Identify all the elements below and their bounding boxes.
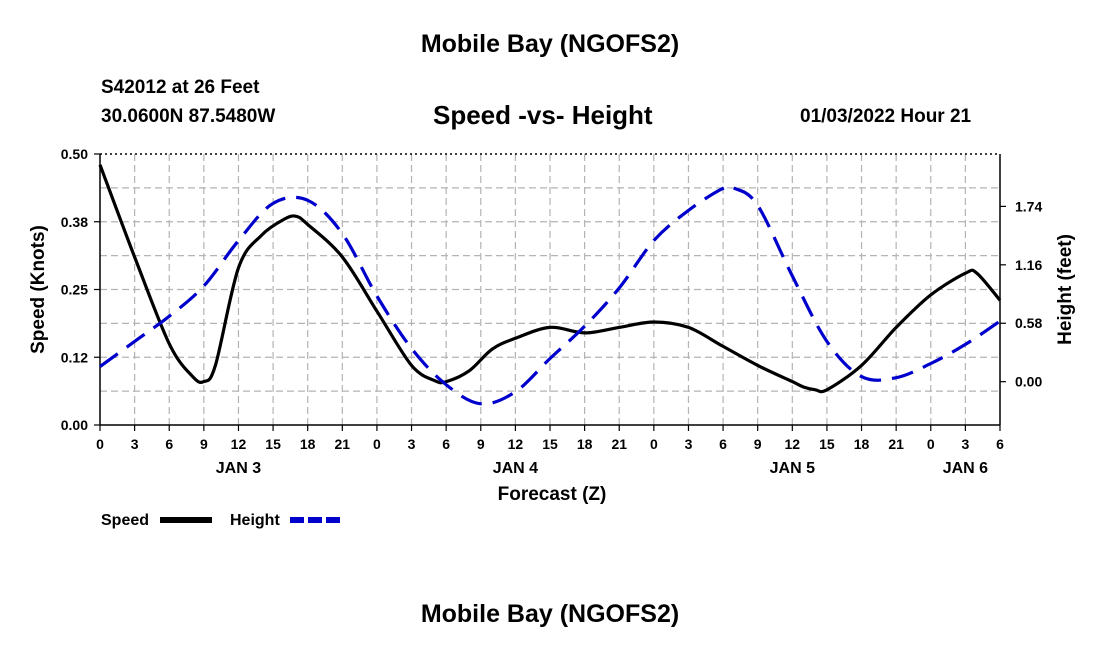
- y-left-tick-label: 0.38: [61, 214, 88, 230]
- x-tick-label: 0: [650, 436, 658, 452]
- x-tick-label: 15: [819, 436, 835, 452]
- y-left-tick-label: 0.25: [61, 282, 88, 298]
- chart-title: Speed -vs- Height: [433, 100, 653, 130]
- day-label: JAN 6: [943, 460, 988, 477]
- station-label: S42012 at 26 Feet: [101, 77, 260, 98]
- day-label: JAN 5: [770, 460, 815, 477]
- x-tick-label: 0: [927, 436, 935, 452]
- x-tick-label: 18: [854, 436, 870, 452]
- y-axis-right-title: Height (feet): [1055, 234, 1076, 345]
- x-tick-label: 15: [542, 436, 558, 452]
- x-tick-label: 9: [200, 436, 208, 452]
- footer-title: Mobile Bay (NGOFS2): [420, 600, 680, 628]
- y-left-tick-label: 0.50: [61, 146, 88, 162]
- x-tick-label: 15: [265, 436, 281, 452]
- forecast-time: 01/03/2022 Hour 21: [800, 106, 972, 127]
- x-tick-label: 9: [754, 436, 762, 452]
- legend-label-speed: Speed: [101, 512, 149, 529]
- y-right-tick-label: 1.74: [1015, 198, 1042, 214]
- x-tick-label: 21: [611, 436, 627, 452]
- x-axis-title: Forecast (Z): [498, 484, 607, 505]
- y-right-tick-label: 0.58: [1015, 315, 1042, 331]
- y-left-tick-label: 0.12: [61, 349, 88, 365]
- x-tick-label: 9: [477, 436, 485, 452]
- station-coords: 30.0600N 87.5480W: [101, 106, 276, 127]
- y-axis-left-title: Speed (Knots): [28, 225, 49, 354]
- x-tick-label: 6: [719, 436, 727, 452]
- series: [98, 164, 1002, 406]
- main-title: Mobile Bay (NGOFS2): [420, 30, 680, 58]
- height-series-line: [99, 184, 1001, 406]
- x-tick-label: 12: [785, 436, 801, 452]
- x-tick-label: 6: [996, 436, 1004, 452]
- x-tick-label: 3: [961, 436, 969, 452]
- x-tick-label: 12: [508, 436, 524, 452]
- x-tick-label: 21: [888, 436, 904, 452]
- x-tick-label: 18: [300, 436, 316, 452]
- day-label: JAN 4: [493, 460, 538, 477]
- day-label: JAN 3: [216, 460, 261, 477]
- x-tick-label: 21: [335, 436, 351, 452]
- y-right-tick-label: 0.00: [1015, 374, 1042, 390]
- x-tick-label: 0: [373, 436, 381, 452]
- x-tick-label: 3: [685, 436, 693, 452]
- x-tick-label: 3: [131, 436, 139, 452]
- y-left-tick-label: 0.00: [61, 417, 88, 433]
- grid: [100, 154, 1000, 425]
- x-tick-label: 6: [442, 436, 450, 452]
- legend: Speed Height: [101, 512, 342, 529]
- axes: [94, 153, 1006, 431]
- legend-label-height: Height: [230, 512, 280, 529]
- x-tick-label: 6: [165, 436, 173, 452]
- x-tick-label: 0: [96, 436, 104, 452]
- x-tick-label: 18: [577, 436, 593, 452]
- axis-labels: 0.00 0.12 0.25 0.38 0.50 0.00 0.58 1.16 1.74 0 3 6 9…: [28, 146, 1076, 505]
- speed-series-line: [98, 164, 1002, 394]
- y-right-tick-label: 1.16: [1015, 257, 1042, 273]
- x-tick-label: 12: [231, 436, 247, 452]
- x-tick-label: 3: [408, 436, 416, 452]
